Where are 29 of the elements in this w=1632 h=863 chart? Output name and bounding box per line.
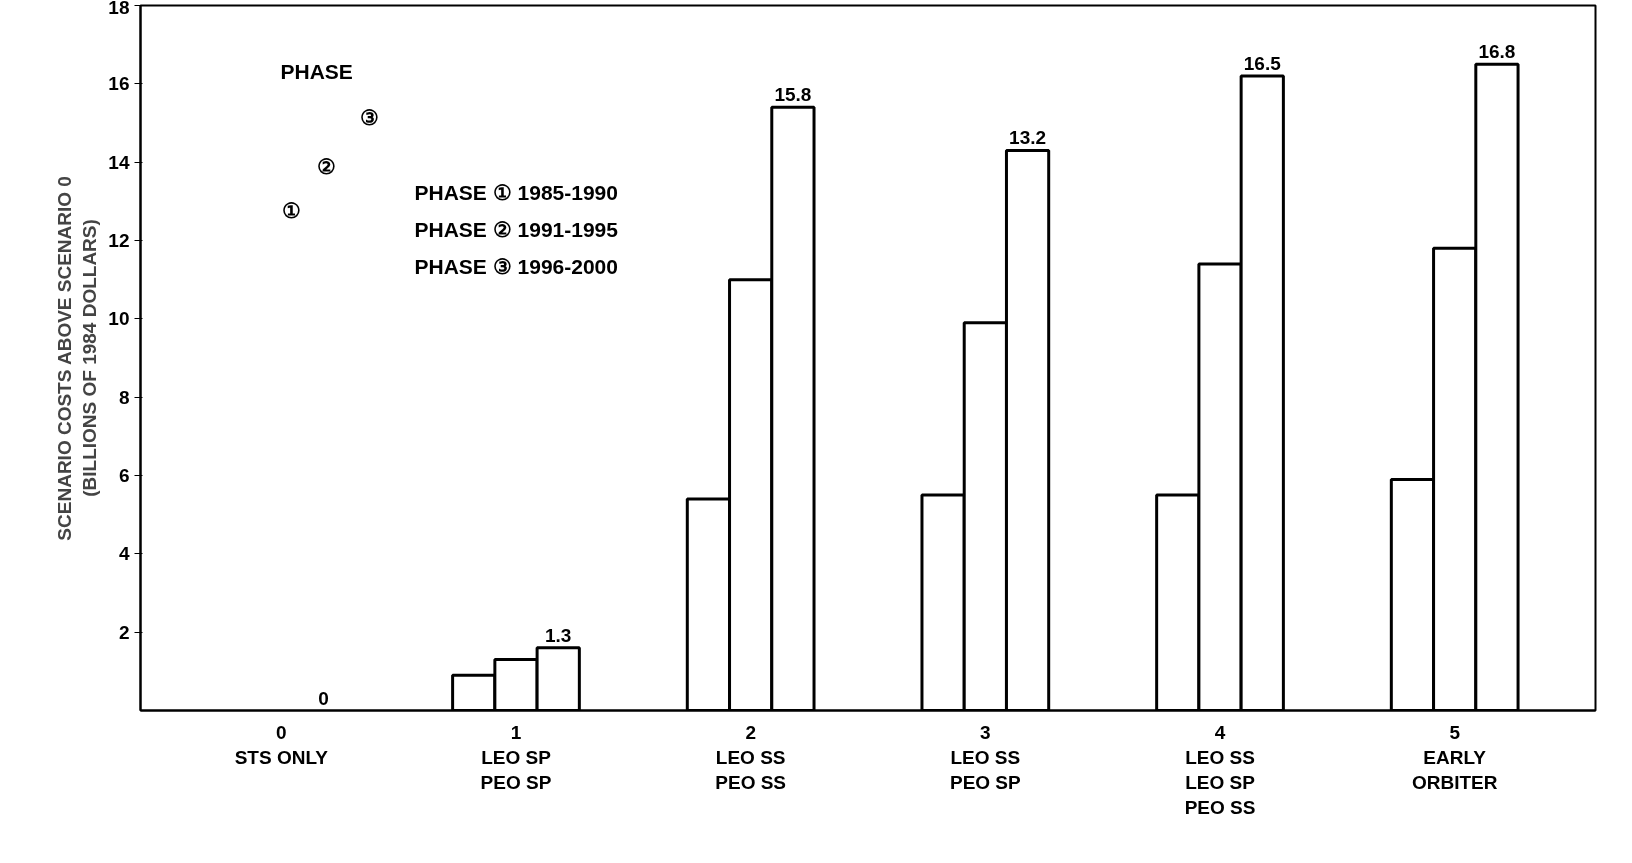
annotation: ②: [316, 154, 336, 178]
annotation: PHASE ① 1985-1990: [414, 180, 618, 204]
y-tick-label: 16: [108, 73, 130, 95]
x-tick-label: 2 LEO SS PEO SS: [715, 721, 787, 793]
x-tick-label: 4 LEO SS LEO SP PEO SS: [1184, 721, 1256, 819]
y-tick-label: 6: [118, 465, 130, 486]
annotation: ③: [359, 105, 379, 129]
annotation: ①: [281, 198, 301, 222]
x-tick-label: 1 LEO SP PEO SP: [480, 721, 552, 793]
y-tick-label: 10: [108, 308, 130, 330]
y-tick-label: 12: [108, 230, 130, 251]
annotation: PHASE: [280, 59, 353, 83]
x-tick-label: 3 LEO SS PEO SP: [949, 721, 1022, 793]
y-tick-label: 2: [118, 621, 130, 643]
y-axis-title: SCENARIO COSTS ABOVE SCENARIO 0 (BILLIONS OF 1984 DOLLARS): [54, 176, 101, 541]
annotation: PHASE ② 1991-1995: [414, 217, 619, 241]
annotation: 16.8: [1478, 41, 1516, 63]
annotation: 16.5: [1243, 53, 1282, 74]
y-tick-label: 4: [118, 543, 130, 565]
annotation: 13.2: [1009, 127, 1047, 149]
x-tick-label: 0 STS ONLY: [234, 721, 329, 768]
annotation: PHASE ③ 1996-2000: [414, 254, 618, 278]
annotation: 1.3: [545, 624, 572, 646]
annotation: 0: [318, 687, 329, 709]
x-tick-label: 5 EARLY ORBITER: [1411, 721, 1498, 793]
y-tick-label: 18: [108, 0, 130, 18]
annotation: 15.8: [774, 84, 812, 106]
y-tick-label: 14: [108, 151, 130, 173]
y-tick-label: 8: [118, 386, 130, 408]
